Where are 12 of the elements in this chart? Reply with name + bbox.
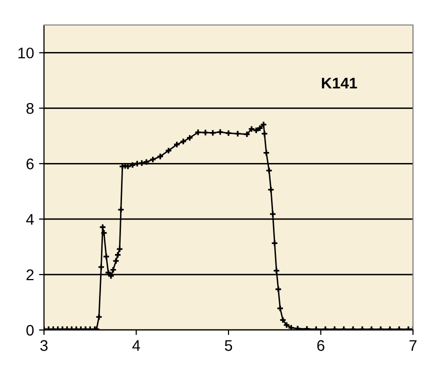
y-tick-label: 2 (26, 269, 34, 280)
y-tick-label: 6 (26, 158, 34, 170)
x-tick-label: 4 (132, 340, 140, 351)
x-tick-label: 6 (317, 340, 324, 351)
annotation: K141 (322, 78, 358, 88)
x-tick-label: 3 (40, 340, 48, 351)
y-tick-label: 0 (26, 324, 34, 336)
y-tick-label: 10 (18, 48, 34, 58)
y-tick-label: 4 (26, 214, 34, 225)
y-tick-label: 8 (26, 103, 34, 114)
x-tick-label: 7 (410, 340, 416, 351)
x-tick-label: 5 (224, 340, 232, 351)
